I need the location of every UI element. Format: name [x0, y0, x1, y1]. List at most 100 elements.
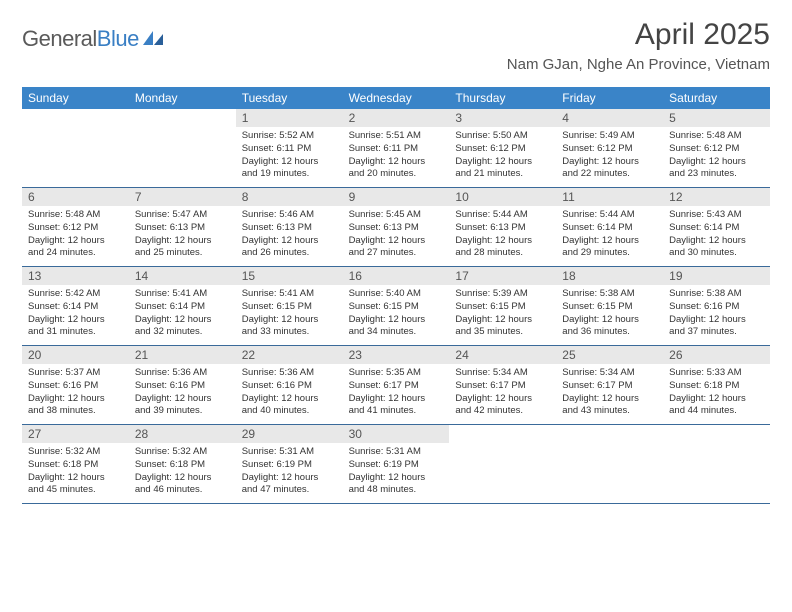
- day-sunrise: Sunrise: 5:44 AM: [455, 209, 550, 222]
- day-d1: Daylight: 12 hours: [28, 314, 123, 327]
- day-cell: 5Sunrise: 5:48 AMSunset: 6:12 PMDaylight…: [663, 109, 770, 187]
- day-cell: 4Sunrise: 5:49 AMSunset: 6:12 PMDaylight…: [556, 109, 663, 187]
- day-d1: Daylight: 12 hours: [669, 235, 764, 248]
- day-sunrise: Sunrise: 5:34 AM: [455, 367, 550, 380]
- day-cell: 15Sunrise: 5:41 AMSunset: 6:15 PMDayligh…: [236, 267, 343, 345]
- day-sunset: Sunset: 6:18 PM: [28, 459, 123, 472]
- day-d2: and 24 minutes.: [28, 247, 123, 260]
- day-cell: 25Sunrise: 5:34 AMSunset: 6:17 PMDayligh…: [556, 346, 663, 424]
- day-body: Sunrise: 5:32 AMSunset: 6:18 PMDaylight:…: [22, 443, 129, 501]
- day-number: 22: [236, 346, 343, 364]
- day-sunset: Sunset: 6:17 PM: [349, 380, 444, 393]
- day-sunrise: Sunrise: 5:32 AM: [135, 446, 230, 459]
- day-body: Sunrise: 5:48 AMSunset: 6:12 PMDaylight:…: [22, 206, 129, 264]
- day-cell: 20Sunrise: 5:37 AMSunset: 6:16 PMDayligh…: [22, 346, 129, 424]
- day-sunrise: Sunrise: 5:34 AM: [562, 367, 657, 380]
- day-sunset: Sunset: 6:18 PM: [135, 459, 230, 472]
- day-body: Sunrise: 5:39 AMSunset: 6:15 PMDaylight:…: [449, 285, 556, 343]
- day-d1: Daylight: 12 hours: [669, 156, 764, 169]
- day-number: 2: [343, 109, 450, 127]
- day-d1: Daylight: 12 hours: [242, 472, 337, 485]
- weekday-header: Wednesday: [343, 87, 450, 109]
- day-body: Sunrise: 5:50 AMSunset: 6:12 PMDaylight:…: [449, 127, 556, 185]
- day-sunset: Sunset: 6:13 PM: [455, 222, 550, 235]
- day-body: Sunrise: 5:47 AMSunset: 6:13 PMDaylight:…: [129, 206, 236, 264]
- day-number: 11: [556, 188, 663, 206]
- day-d1: Daylight: 12 hours: [349, 235, 444, 248]
- day-sunrise: Sunrise: 5:33 AM: [669, 367, 764, 380]
- weekday-header: Sunday: [22, 87, 129, 109]
- day-cell: [556, 425, 663, 503]
- day-sunrise: Sunrise: 5:36 AM: [135, 367, 230, 380]
- day-number: 29: [236, 425, 343, 443]
- weekday-header: Monday: [129, 87, 236, 109]
- day-d1: Daylight: 12 hours: [349, 314, 444, 327]
- day-number: 26: [663, 346, 770, 364]
- day-body: Sunrise: 5:38 AMSunset: 6:16 PMDaylight:…: [663, 285, 770, 343]
- day-number: 23: [343, 346, 450, 364]
- day-number: 10: [449, 188, 556, 206]
- day-sunrise: Sunrise: 5:39 AM: [455, 288, 550, 301]
- day-sunrise: Sunrise: 5:48 AM: [28, 209, 123, 222]
- title-block: April 2025 Nam GJan, Nghe An Province, V…: [507, 18, 770, 73]
- day-number: 14: [129, 267, 236, 285]
- week-row: 20Sunrise: 5:37 AMSunset: 6:16 PMDayligh…: [22, 346, 770, 425]
- day-d2: and 29 minutes.: [562, 247, 657, 260]
- day-d1: Daylight: 12 hours: [349, 156, 444, 169]
- day-sunrise: Sunrise: 5:49 AM: [562, 130, 657, 143]
- day-sunset: Sunset: 6:14 PM: [669, 222, 764, 235]
- day-number: 13: [22, 267, 129, 285]
- day-sunset: Sunset: 6:16 PM: [242, 380, 337, 393]
- day-d2: and 44 minutes.: [669, 405, 764, 418]
- day-d1: Daylight: 12 hours: [455, 156, 550, 169]
- day-cell: 16Sunrise: 5:40 AMSunset: 6:15 PMDayligh…: [343, 267, 450, 345]
- day-number: 19: [663, 267, 770, 285]
- day-cell: 1Sunrise: 5:52 AMSunset: 6:11 PMDaylight…: [236, 109, 343, 187]
- day-d2: and 27 minutes.: [349, 247, 444, 260]
- day-d2: and 43 minutes.: [562, 405, 657, 418]
- day-cell: 9Sunrise: 5:45 AMSunset: 6:13 PMDaylight…: [343, 188, 450, 266]
- day-d1: Daylight: 12 hours: [135, 235, 230, 248]
- day-d2: and 41 minutes.: [349, 405, 444, 418]
- day-d2: and 30 minutes.: [669, 247, 764, 260]
- day-number: 27: [22, 425, 129, 443]
- week-row: 27Sunrise: 5:32 AMSunset: 6:18 PMDayligh…: [22, 425, 770, 504]
- day-sunrise: Sunrise: 5:44 AM: [562, 209, 657, 222]
- week-row: 13Sunrise: 5:42 AMSunset: 6:14 PMDayligh…: [22, 267, 770, 346]
- day-number: 6: [22, 188, 129, 206]
- day-cell: 30Sunrise: 5:31 AMSunset: 6:19 PMDayligh…: [343, 425, 450, 503]
- day-d2: and 23 minutes.: [669, 168, 764, 181]
- day-sunset: Sunset: 6:17 PM: [455, 380, 550, 393]
- weekday-header: Friday: [556, 87, 663, 109]
- day-sunset: Sunset: 6:16 PM: [135, 380, 230, 393]
- day-d2: and 48 minutes.: [349, 484, 444, 497]
- day-sunrise: Sunrise: 5:50 AM: [455, 130, 550, 143]
- day-sunset: Sunset: 6:11 PM: [349, 143, 444, 156]
- day-cell: 2Sunrise: 5:51 AMSunset: 6:11 PMDaylight…: [343, 109, 450, 187]
- day-cell: [449, 425, 556, 503]
- day-cell: 8Sunrise: 5:46 AMSunset: 6:13 PMDaylight…: [236, 188, 343, 266]
- brand-name: GeneralBlue: [22, 26, 139, 52]
- day-cell: 26Sunrise: 5:33 AMSunset: 6:18 PMDayligh…: [663, 346, 770, 424]
- day-sunset: Sunset: 6:16 PM: [669, 301, 764, 314]
- day-d2: and 39 minutes.: [135, 405, 230, 418]
- day-d1: Daylight: 12 hours: [242, 156, 337, 169]
- day-cell: 18Sunrise: 5:38 AMSunset: 6:15 PMDayligh…: [556, 267, 663, 345]
- day-d1: Daylight: 12 hours: [135, 393, 230, 406]
- day-d2: and 20 minutes.: [349, 168, 444, 181]
- day-d2: and 26 minutes.: [242, 247, 337, 260]
- day-sunrise: Sunrise: 5:38 AM: [562, 288, 657, 301]
- day-body: Sunrise: 5:34 AMSunset: 6:17 PMDaylight:…: [556, 364, 663, 422]
- day-number: 3: [449, 109, 556, 127]
- day-number: 28: [129, 425, 236, 443]
- day-body: Sunrise: 5:35 AMSunset: 6:17 PMDaylight:…: [343, 364, 450, 422]
- day-d2: and 36 minutes.: [562, 326, 657, 339]
- day-sunrise: Sunrise: 5:41 AM: [242, 288, 337, 301]
- day-cell: 19Sunrise: 5:38 AMSunset: 6:16 PMDayligh…: [663, 267, 770, 345]
- day-body: Sunrise: 5:33 AMSunset: 6:18 PMDaylight:…: [663, 364, 770, 422]
- day-body: Sunrise: 5:42 AMSunset: 6:14 PMDaylight:…: [22, 285, 129, 343]
- week-row: 6Sunrise: 5:48 AMSunset: 6:12 PMDaylight…: [22, 188, 770, 267]
- header: GeneralBlue April 2025 Nam GJan, Nghe An…: [22, 18, 770, 73]
- weeks-container: 1Sunrise: 5:52 AMSunset: 6:11 PMDaylight…: [22, 109, 770, 504]
- day-sunset: Sunset: 6:12 PM: [28, 222, 123, 235]
